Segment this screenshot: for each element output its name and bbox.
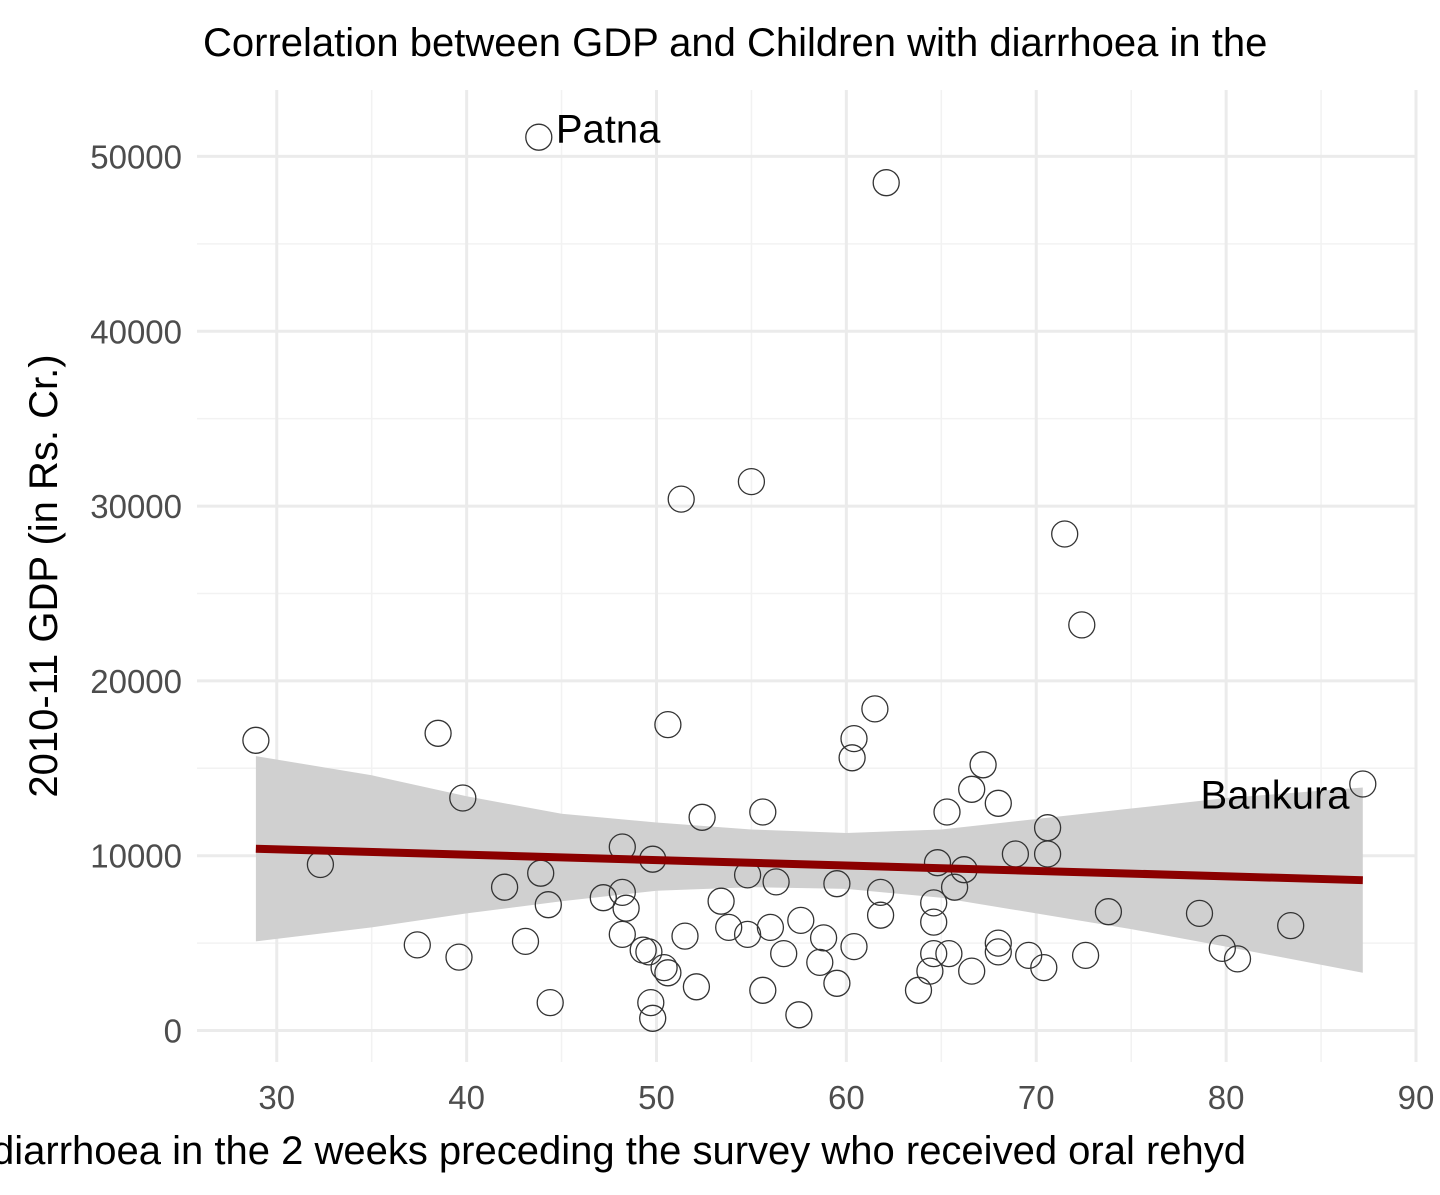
data-point — [654, 959, 682, 987]
x-tick-label: 40 — [448, 1079, 485, 1116]
trend-line — [255, 844, 1363, 885]
data-point — [861, 695, 889, 723]
data-points — [242, 123, 1377, 1032]
data-point — [923, 849, 952, 877]
y-tick-label: 10000 — [90, 838, 182, 875]
data-point — [866, 901, 895, 929]
data-point — [809, 924, 838, 952]
data-point — [1071, 941, 1100, 970]
data-point — [589, 884, 617, 912]
data-point — [688, 803, 716, 831]
data-point — [1185, 899, 1214, 928]
data-point — [785, 1001, 813, 1029]
x-tick-label: 60 — [828, 1079, 865, 1116]
x-axis-title: diarrhoea in the 2 weeks preceding the s… — [0, 1129, 1246, 1173]
data-point — [608, 920, 636, 949]
data-point — [525, 123, 553, 151]
y-tick-label: 30000 — [90, 488, 182, 525]
y-tick-label: 0 — [164, 1013, 182, 1050]
data-point — [608, 878, 636, 907]
y-tick-label: 40000 — [90, 313, 182, 350]
minor-gridlines — [197, 90, 1416, 1062]
data-point — [449, 784, 477, 812]
data-point — [654, 710, 682, 739]
x-tick-label: 30 — [258, 1079, 295, 1116]
x-tick-label: 70 — [1018, 1079, 1055, 1116]
data-point — [534, 891, 562, 919]
data-point — [823, 969, 851, 997]
y-tick-label: 50000 — [90, 138, 182, 175]
data-point — [635, 938, 663, 966]
data-point — [749, 976, 777, 1004]
data-point — [904, 976, 933, 1004]
data-point — [733, 920, 762, 949]
data-point — [787, 906, 815, 935]
data-point — [749, 798, 777, 826]
data-point — [637, 988, 665, 1017]
data-point — [933, 798, 961, 826]
data-point — [1068, 611, 1096, 639]
x-tick-label: 50 — [638, 1079, 675, 1116]
data-point — [840, 724, 868, 753]
data-point — [984, 789, 1012, 817]
chart-title: Correlation between GDP and Children wit… — [203, 21, 1267, 65]
y-axis-ticks: 0 10000 20000 30000 40000 50000 — [90, 138, 182, 1049]
data-point — [762, 868, 790, 896]
data-point — [920, 889, 948, 917]
data-point — [969, 751, 997, 779]
data-point — [984, 938, 1012, 966]
y-axis-title: 2010-11 GDP (in Rs. Cr.) — [22, 354, 66, 797]
data-point — [872, 169, 900, 197]
data-point — [490, 873, 519, 901]
data-point — [984, 929, 1012, 957]
data-point — [1051, 520, 1079, 548]
data-point — [940, 873, 969, 901]
data-point — [920, 939, 948, 968]
data-point — [536, 988, 564, 1017]
data-point — [806, 948, 834, 977]
data-point — [1349, 770, 1377, 798]
data-point — [1094, 898, 1123, 926]
data-point — [715, 913, 743, 942]
data-point — [629, 936, 657, 964]
data-point — [866, 878, 895, 907]
data-point — [1277, 911, 1305, 940]
data-point — [737, 467, 766, 496]
data-point — [671, 922, 699, 950]
data-point — [612, 894, 640, 922]
data-point — [1223, 945, 1252, 973]
x-axis-ticks: 30 40 50 60 70 80 90 — [258, 1079, 1434, 1116]
data-point — [667, 485, 695, 513]
data-point — [1033, 840, 1062, 868]
data-point — [958, 957, 986, 985]
data-point — [511, 927, 540, 956]
data-point — [916, 957, 944, 985]
point-annotations: Patna Bankura — [556, 107, 1350, 817]
annotation-label: Patna — [556, 107, 661, 151]
data-point — [958, 775, 986, 803]
data-point — [1030, 953, 1058, 982]
data-point — [838, 744, 866, 772]
data-point — [682, 973, 711, 1001]
x-tick-label: 80 — [1208, 1079, 1245, 1116]
data-point — [242, 726, 270, 754]
data-point — [707, 887, 735, 915]
data-point — [770, 939, 798, 968]
data-point — [650, 953, 678, 982]
data-point — [403, 931, 431, 959]
data-point — [445, 943, 473, 971]
data-point — [639, 1004, 667, 1032]
data-point — [935, 939, 963, 968]
annotation-label: Bankura — [1201, 774, 1351, 818]
data-point — [920, 908, 948, 936]
data-point — [823, 870, 851, 898]
y-tick-label: 20000 — [90, 663, 182, 700]
x-tick-label: 90 — [1398, 1079, 1435, 1116]
data-point — [1208, 934, 1236, 963]
data-point — [424, 719, 452, 747]
data-point — [756, 913, 785, 942]
data-point — [840, 932, 868, 961]
